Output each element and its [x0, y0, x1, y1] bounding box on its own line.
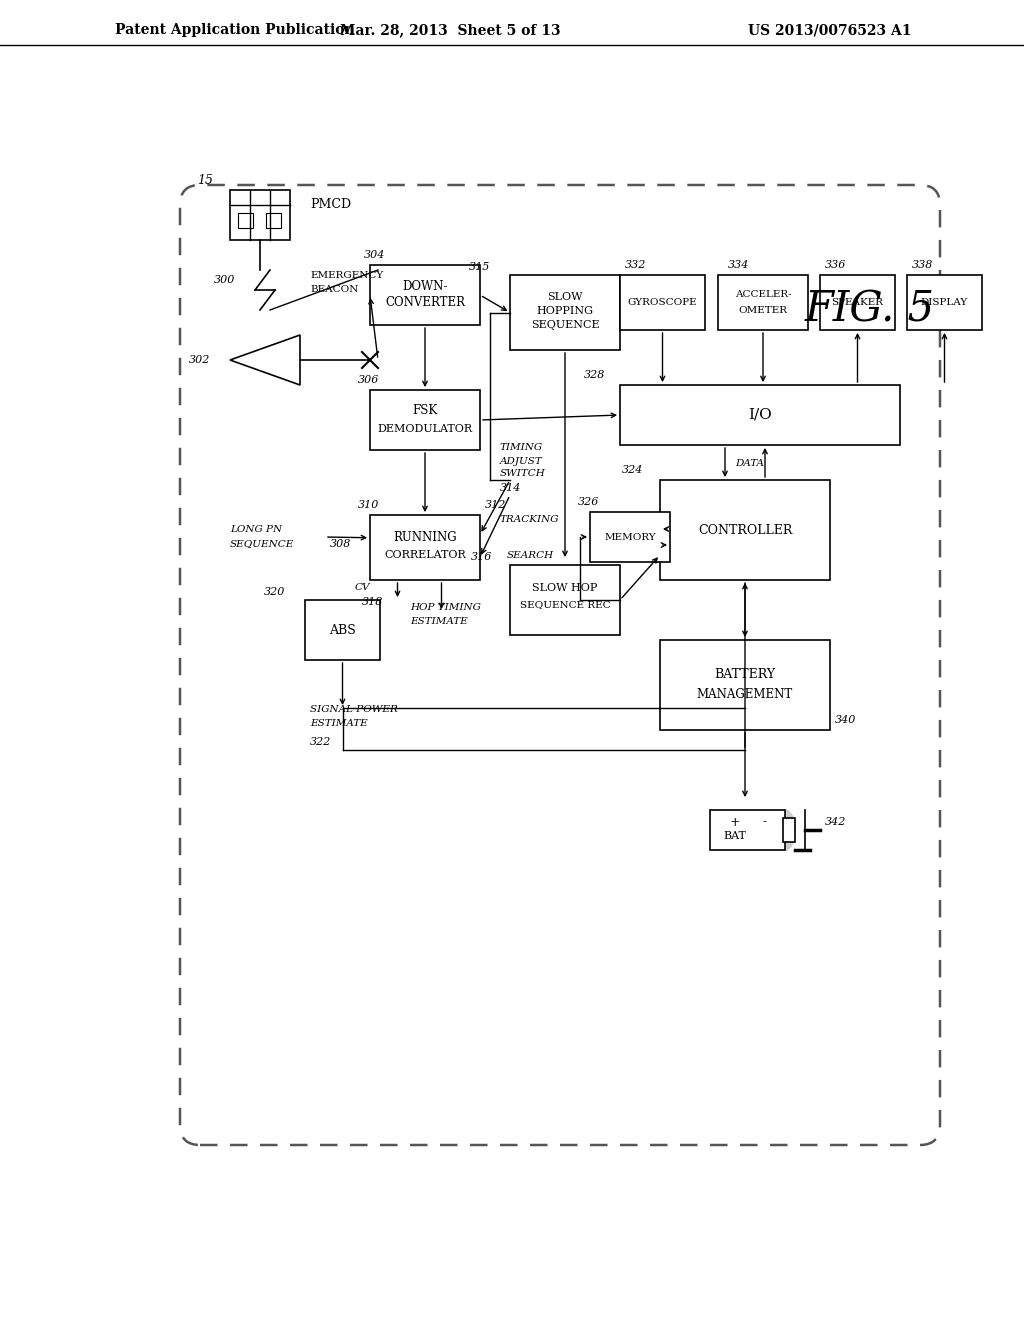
- Text: 342: 342: [825, 817, 847, 828]
- Bar: [305, 601, 380, 660]
- Text: 306: 306: [358, 375, 379, 385]
- Text: 314: 314: [500, 483, 521, 492]
- Text: CV: CV: [355, 583, 371, 593]
- Bar: [907, 275, 982, 330]
- Bar: [660, 480, 830, 579]
- Text: 334: 334: [728, 260, 750, 271]
- Bar: [370, 265, 480, 325]
- Text: 324: 324: [622, 465, 643, 475]
- Text: SEQUENCE: SEQUENCE: [230, 540, 294, 549]
- Text: 340: 340: [835, 715, 856, 725]
- Text: CONVERTER: CONVERTER: [385, 297, 465, 309]
- Text: MANAGEMENT: MANAGEMENT: [697, 689, 794, 701]
- Text: GYROSCOPE: GYROSCOPE: [628, 298, 697, 308]
- Bar: [718, 275, 808, 330]
- Bar: [590, 512, 670, 562]
- Text: 336: 336: [825, 260, 847, 271]
- Text: DOWN-: DOWN-: [402, 281, 447, 293]
- Text: 326: 326: [578, 498, 599, 507]
- Text: 310: 310: [358, 500, 379, 510]
- Ellipse shape: [775, 810, 795, 850]
- Bar: [230, 190, 290, 240]
- Text: BAT: BAT: [724, 832, 746, 841]
- Bar: [510, 275, 620, 350]
- Text: +: +: [730, 816, 740, 829]
- Text: OMETER: OMETER: [738, 306, 787, 315]
- Text: SEQUENCE REC: SEQUENCE REC: [520, 601, 610, 610]
- Text: EMERGENCY: EMERGENCY: [310, 271, 383, 280]
- Bar: [370, 389, 480, 450]
- Text: HOP TIMING: HOP TIMING: [410, 603, 481, 612]
- Text: DATA: DATA: [735, 458, 764, 467]
- Text: US 2013/0076523 A1: US 2013/0076523 A1: [749, 22, 911, 37]
- Text: BATTERY: BATTERY: [715, 668, 775, 681]
- Text: 315: 315: [469, 261, 490, 272]
- Bar: [266, 213, 281, 228]
- Bar: [510, 565, 620, 635]
- Text: 304: 304: [365, 249, 386, 260]
- Text: 15: 15: [197, 173, 213, 186]
- Text: FIG. 5: FIG. 5: [805, 289, 935, 331]
- Text: SWITCH: SWITCH: [500, 470, 546, 479]
- Text: ESTIMATE: ESTIMATE: [410, 618, 468, 627]
- Bar: [238, 213, 253, 228]
- Text: SEARCH: SEARCH: [507, 550, 554, 560]
- Text: ESTIMATE: ESTIMATE: [310, 719, 368, 729]
- Text: DISPLAY: DISPLAY: [921, 298, 968, 308]
- Polygon shape: [230, 335, 300, 385]
- Bar: [820, 275, 895, 330]
- Text: TRACKING: TRACKING: [500, 516, 559, 524]
- Bar: [660, 640, 830, 730]
- Text: RUNNING: RUNNING: [393, 531, 457, 544]
- Text: 308: 308: [330, 539, 351, 549]
- Text: Patent Application Publication: Patent Application Publication: [115, 22, 354, 37]
- Text: SIGNAL POWER: SIGNAL POWER: [310, 705, 398, 714]
- Text: 312: 312: [485, 500, 507, 510]
- Text: 320: 320: [264, 587, 286, 597]
- Text: ABS: ABS: [329, 623, 356, 636]
- Text: LONG PN: LONG PN: [230, 525, 283, 535]
- Text: ADJUST: ADJUST: [500, 457, 543, 466]
- Text: DEMODULATOR: DEMODULATOR: [378, 424, 472, 434]
- Text: PMCD: PMCD: [310, 198, 351, 211]
- Bar: [620, 275, 705, 330]
- Text: I/O: I/O: [749, 408, 772, 422]
- Text: MEMORY: MEMORY: [604, 532, 655, 541]
- Text: CONTROLLER: CONTROLLER: [697, 524, 793, 536]
- Text: 322: 322: [310, 737, 332, 747]
- Bar: [370, 515, 480, 579]
- Bar: [783, 818, 795, 842]
- Text: 338: 338: [912, 260, 933, 271]
- Text: -: -: [763, 816, 767, 829]
- Bar: [710, 810, 785, 850]
- Text: 318: 318: [362, 597, 383, 607]
- Text: SLOW: SLOW: [547, 292, 583, 301]
- Bar: [620, 385, 900, 445]
- Text: 316: 316: [471, 552, 493, 562]
- Text: ACCELER-: ACCELER-: [734, 290, 792, 300]
- Text: TIMING: TIMING: [500, 444, 543, 453]
- Text: FSK: FSK: [413, 404, 437, 417]
- Text: SLOW HOP: SLOW HOP: [532, 583, 598, 593]
- Text: SEQUENCE: SEQUENCE: [530, 321, 599, 330]
- Text: CORRELATOR: CORRELATOR: [384, 550, 466, 561]
- Text: 332: 332: [625, 260, 646, 271]
- Text: 302: 302: [189, 355, 211, 366]
- Text: BEACON: BEACON: [310, 285, 358, 294]
- Text: 328: 328: [585, 370, 605, 380]
- Text: 300: 300: [214, 275, 236, 285]
- Text: Mar. 28, 2013  Sheet 5 of 13: Mar. 28, 2013 Sheet 5 of 13: [340, 22, 560, 37]
- Text: SPEAKER: SPEAKER: [831, 298, 884, 308]
- Text: HOPPING: HOPPING: [537, 305, 594, 315]
